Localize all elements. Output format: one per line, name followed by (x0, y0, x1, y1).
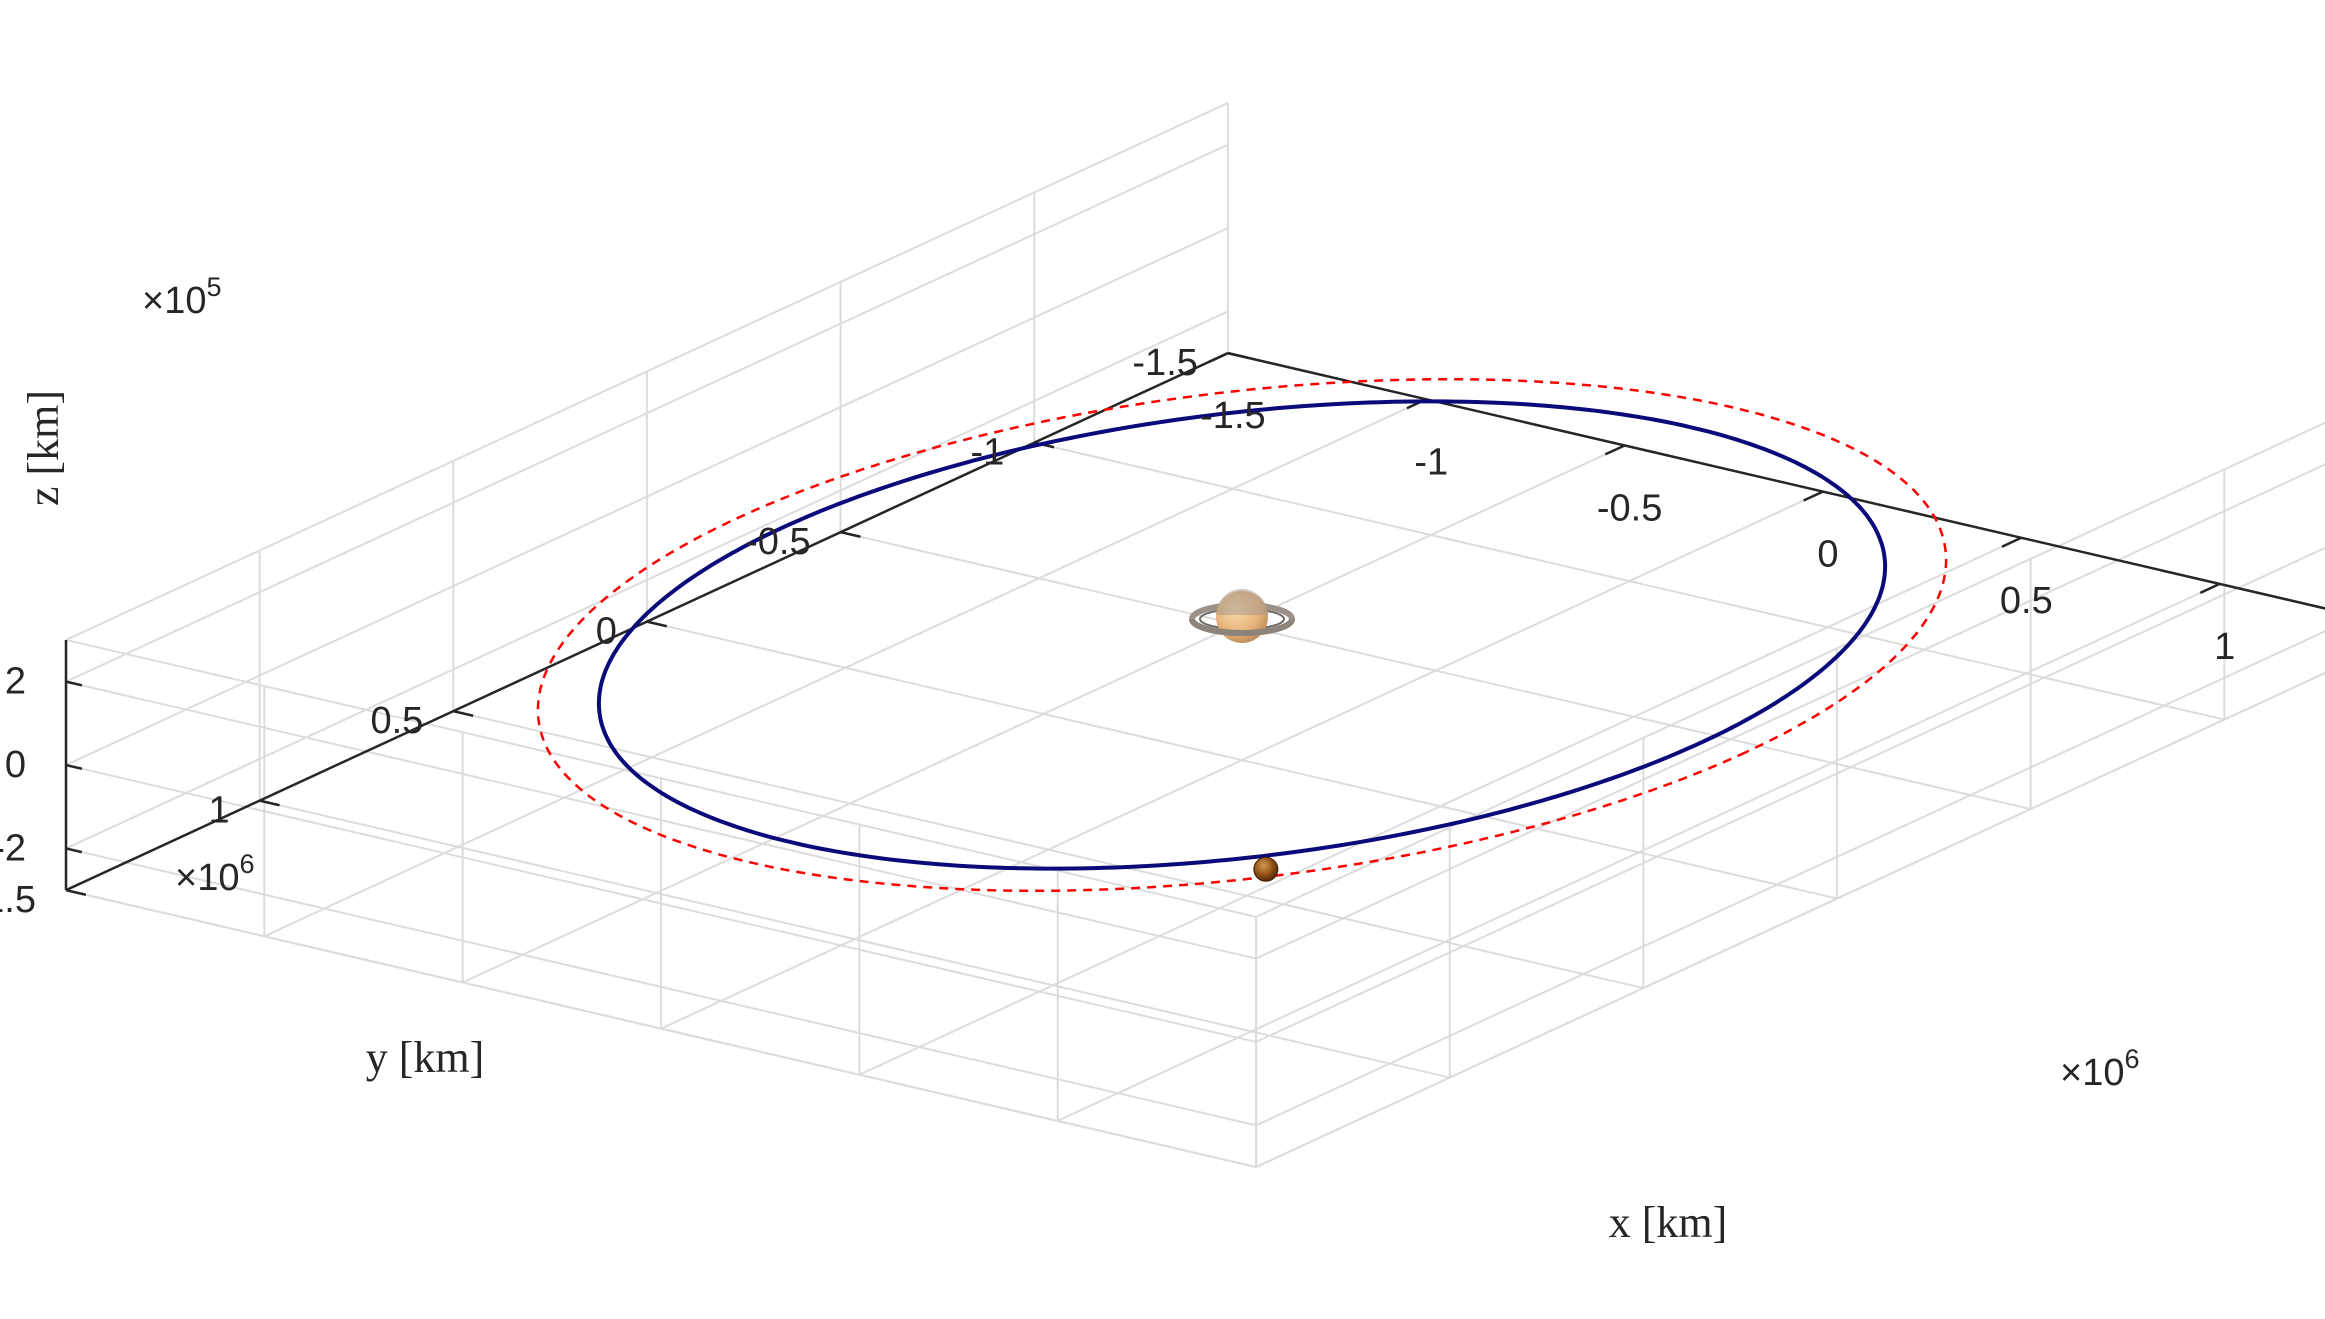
x-tick-label: -0.5 (1597, 487, 1662, 529)
x-axis-line (1227, 351, 2325, 610)
x-axis-tick (2199, 582, 2221, 594)
y-axis-tick (646, 620, 668, 628)
floor-gridline-y (1227, 352, 2325, 610)
right-wall-gridline-horizontal (1255, 463, 2325, 960)
x-axis-multiplier: ×106 (2060, 1044, 2140, 1094)
x-axis-tick (1803, 490, 1824, 502)
x-axis-tick (1208, 352, 1229, 364)
back-wall-gridline-horizontal (65, 680, 1257, 960)
y-axis-multiplier: ×106 (175, 849, 255, 899)
z-tick-label: 2 (5, 661, 26, 703)
x-tick-label: 1 (2214, 626, 2235, 668)
z-tick-label: 0 (5, 744, 26, 786)
floor-gridline-y (453, 710, 1644, 990)
x-tick-label: 0.5 (2000, 580, 2053, 622)
y-tick-label: 1 (209, 790, 230, 832)
moon-icon (1253, 856, 1279, 882)
right-wall-gridline-horizontal (1255, 671, 2325, 1168)
right-wall-gridline-horizontal (1255, 421, 2325, 918)
z-axis-tick (65, 847, 83, 854)
y-tick-label: 1.5 (0, 879, 36, 921)
z-axis-label: z [km] (19, 390, 68, 506)
x-tick-label: 0 (1817, 534, 1838, 576)
y-tick-label: -1 (970, 432, 1004, 474)
floor-gridline-y (1034, 441, 2225, 721)
left-wall-gridline-horizontal (65, 143, 1229, 683)
y-axis-label: y [km] (366, 1033, 485, 1082)
z-axis-multiplier: ×105 (142, 272, 222, 322)
y-axis-tick (1227, 351, 1249, 359)
floor-gridline-y (259, 799, 1450, 1079)
axis-lines (64, 351, 2325, 896)
y-axis-tick (453, 709, 474, 717)
y-axis-tick (840, 530, 861, 538)
floor-gridline-y (646, 620, 1838, 900)
z-tick-label: -2 (0, 827, 26, 869)
y-tick-label: -1.5 (1132, 342, 1197, 384)
right-wall-gridline-horizontal (1255, 546, 2325, 1043)
back-wall-gridline-horizontal (65, 847, 1257, 1127)
y-tick-label: 0 (596, 611, 617, 653)
dashed-orbit-line (536, 377, 1948, 893)
back-wall-gridline-horizontal (65, 889, 1257, 1169)
orbit-series (536, 377, 1948, 893)
left-wall-gridline-horizontal (65, 310, 1229, 850)
solid-orbit-line (596, 399, 1888, 871)
right-wall-gridline-horizontal (1255, 630, 2325, 1127)
ringed-planet-icon (1189, 589, 1295, 643)
x-tick-label: -1 (1414, 441, 1448, 483)
y-tick-label: -0.5 (745, 521, 810, 563)
grid-lines (65, 102, 2325, 1169)
floor-gridline-y (840, 531, 2031, 811)
back-wall-gridline-horizontal (65, 764, 1257, 1043)
y-axis-tick (259, 799, 280, 807)
x-axis-tick (1604, 444, 1626, 456)
tick-labels: -1.5-1-0.500.511.5-1.5-1-0.500.511.5-202 (0, 342, 2235, 921)
left-wall-gridline-horizontal (65, 227, 1229, 766)
body-markers (1189, 589, 1295, 882)
x-axis-label: x [km] (1609, 1198, 1728, 1247)
left-wall-gridline-horizontal (65, 102, 1229, 641)
y-tick-label: 0.5 (370, 700, 423, 742)
z-axis-tick (65, 680, 83, 687)
x-tick-label: -1.5 (1200, 395, 1265, 437)
y-axis-tick (65, 888, 87, 896)
z-axis-tick (65, 763, 83, 770)
back-wall-gridline-horizontal (65, 638, 1257, 918)
x-axis-tick (2001, 536, 2022, 548)
